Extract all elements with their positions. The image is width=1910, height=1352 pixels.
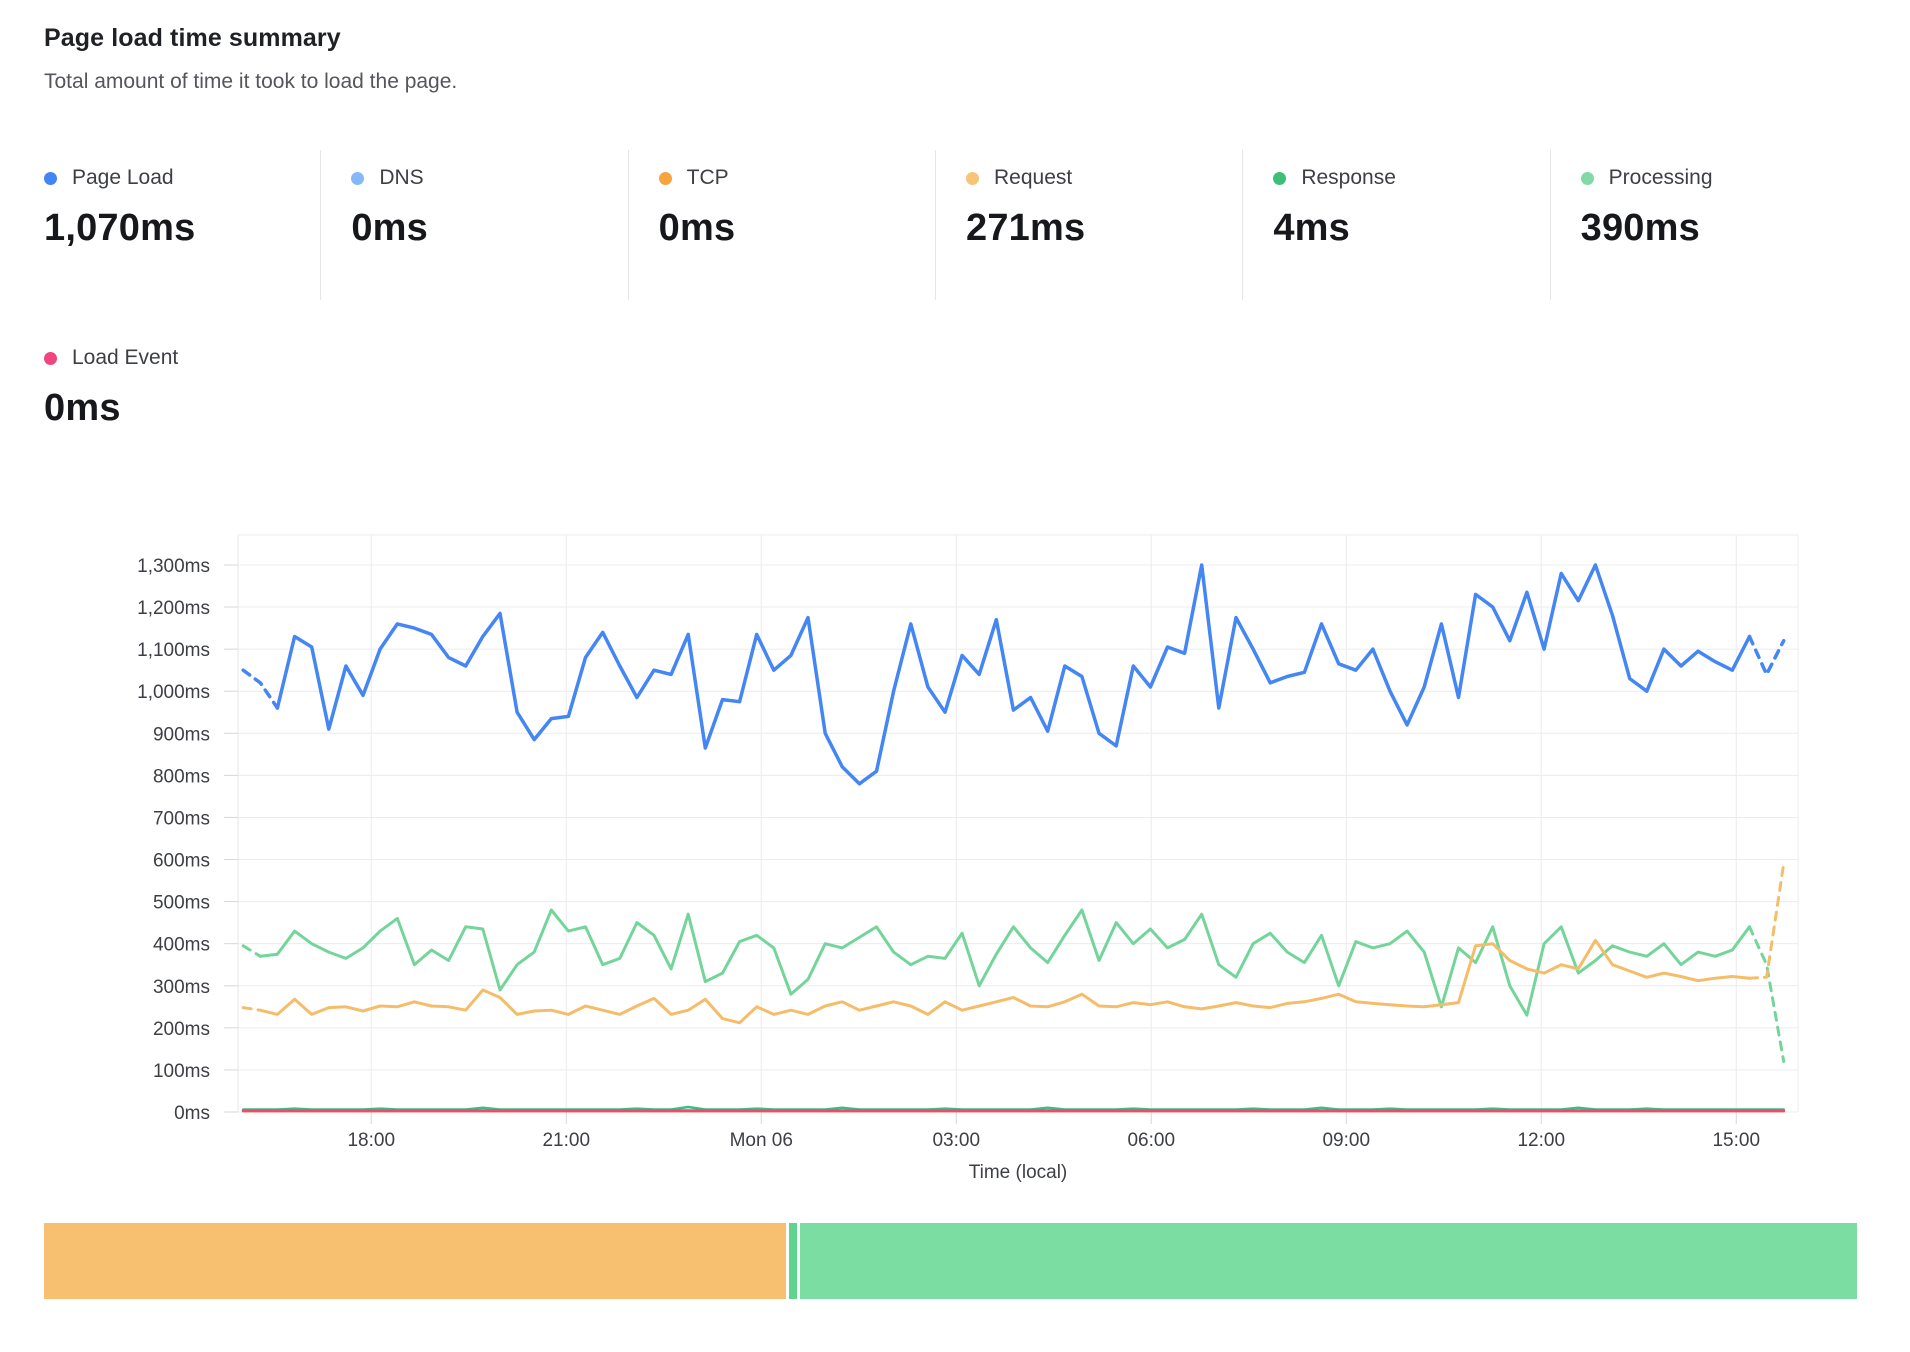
y-tick-label: 600ms xyxy=(153,851,210,872)
legend-metric-head: Request xyxy=(965,166,1232,190)
legend-label: Processing xyxy=(1608,166,1713,189)
legend-metric-response[interactable]: Response 4ms xyxy=(1242,150,1549,300)
load-time-chart-area[interactable]: 1,300ms 1,200ms 1,100ms 1,000ms 900ms 800ms 70… xyxy=(0,500,1910,1212)
legend-metric-head: TCP xyxy=(658,166,925,190)
metric-value: 390ms xyxy=(1580,207,1700,249)
legend-label: Response xyxy=(1301,166,1396,189)
y-tick-label: 400ms xyxy=(153,935,210,956)
y-tick-label: 1,200ms xyxy=(137,598,210,619)
legend-dot-load-event-icon xyxy=(44,351,57,365)
legend-metric-page-load[interactable]: Page Load 1,070ms xyxy=(44,150,320,300)
status-timeline-bar xyxy=(44,1223,1857,1299)
series-line-processing-dashed-start xyxy=(241,944,262,958)
x-tick-label: 09:00 xyxy=(1322,1130,1370,1151)
series-line-page-load-dashed-end xyxy=(1747,634,1786,677)
timeline-segment-2[interactable] xyxy=(788,1223,797,1299)
timeline-segment-3[interactable] xyxy=(799,1223,1857,1299)
y-tick-label: 500ms xyxy=(153,893,210,914)
legend-label: Load Event xyxy=(72,346,179,369)
y-tick-label: 700ms xyxy=(153,808,210,829)
legend-metric-request[interactable]: Request 271ms xyxy=(934,150,1242,300)
metric-value: 0ms xyxy=(658,207,736,249)
page-subtitle: Total amount of time it took to load the… xyxy=(44,70,458,93)
metric-value: 1,070ms xyxy=(44,207,196,249)
metric-value: 4ms xyxy=(1273,207,1350,249)
legend-label: DNS xyxy=(379,166,424,189)
series-line-request-dashed-start xyxy=(241,1006,262,1012)
legend-label: Page Load xyxy=(72,166,174,189)
legend-label: Request xyxy=(993,166,1073,189)
legend-metric-head: Page Load xyxy=(44,166,310,190)
y-tick-label: 900ms xyxy=(153,724,210,745)
legend-dot-processing-icon xyxy=(1580,171,1594,185)
y-tick-label: 1,300ms xyxy=(137,556,210,577)
series-line-response xyxy=(241,1105,1785,1111)
legend-metric-tcp[interactable]: TCP 0ms xyxy=(627,150,935,300)
series-line-page-load xyxy=(275,563,1752,786)
y-tick-label: 1,100ms xyxy=(137,640,210,661)
summary-metrics-row: Page Load 1,070ms DNS 0ms TCP 0ms Request 271ms… xyxy=(44,150,1857,300)
page-title: Page load time summary xyxy=(44,24,341,52)
legend-metric-head: Processing xyxy=(1580,166,1847,190)
series-line-processing-dashed-end xyxy=(1748,925,1786,1063)
legend-dot-request-icon xyxy=(965,171,979,185)
series-line-page-load-dashed-start xyxy=(241,668,280,710)
x-tick-label: 18:00 xyxy=(347,1130,395,1151)
legend-label: TCP xyxy=(686,166,729,189)
summary-metrics-row-2: Load Event 0ms xyxy=(44,330,1857,480)
y-tick-label: 800ms xyxy=(153,766,210,787)
series-line-processing xyxy=(258,908,1751,1017)
metric-value: 0ms xyxy=(351,207,428,249)
legend-metric-head: DNS xyxy=(351,166,617,190)
timeline-segment-1[interactable] xyxy=(44,1223,786,1299)
x-tick-label: 15:00 xyxy=(1712,1130,1760,1151)
x-tick-label: 21:00 xyxy=(542,1130,590,1151)
series-line-request-dashed-end xyxy=(1748,862,1786,980)
y-tick-label: 100ms xyxy=(153,1061,210,1082)
x-tick-label: Mon 06 xyxy=(730,1130,793,1151)
legend-dot-tcp-icon xyxy=(658,171,672,185)
legend-metric-load-event[interactable]: Load Event 0ms xyxy=(44,330,374,480)
series-line-request xyxy=(258,938,1751,1025)
metric-value: 271ms xyxy=(965,207,1086,249)
x-tick-label: 03:00 xyxy=(932,1130,980,1151)
load-time-chart[interactable]: 1,300ms 1,200ms 1,100ms 1,000ms 900ms 800ms 70… xyxy=(0,500,1910,1212)
legend-metric-dns[interactable]: DNS 0ms xyxy=(320,150,627,300)
x-tick-label: 12:00 xyxy=(1517,1130,1565,1151)
legend-metric-processing[interactable]: Processing 390ms xyxy=(1549,150,1857,300)
legend-metric-head: Load Event xyxy=(44,346,364,370)
legend-dot-page-load-icon xyxy=(44,171,57,185)
y-tick-label: 1,000ms xyxy=(137,682,210,703)
y-tick-label: 200ms xyxy=(153,1019,210,1040)
legend-metric-head: Response xyxy=(1273,166,1539,190)
legend-dot-dns-icon xyxy=(351,171,365,185)
x-tick-label: 06:00 xyxy=(1127,1130,1175,1151)
metric-value: 0ms xyxy=(44,387,121,429)
y-tick-label: 300ms xyxy=(153,977,210,998)
legend-dot-response-icon xyxy=(1273,171,1287,185)
y-tick-label: 0ms xyxy=(174,1103,210,1124)
x-axis-title: Time (local) xyxy=(969,1162,1068,1183)
